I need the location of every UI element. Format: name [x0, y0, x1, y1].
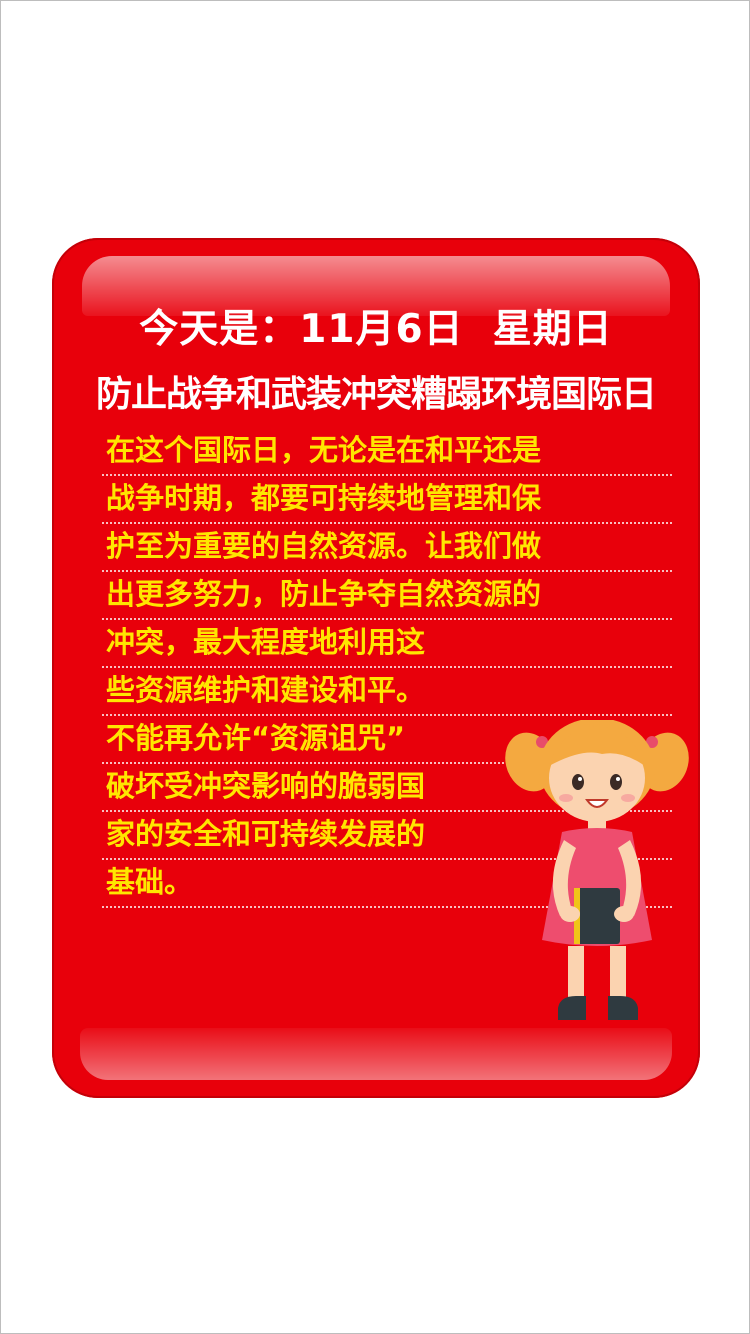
body-line: 破坏受冲突影响的脆弱国: [102, 764, 672, 812]
info-card: 今天是：11月6日 星期日 防止战争和武装冲突糟蹋环境国际日 在这个国际日，无论…: [52, 238, 700, 1098]
day-title: 防止战争和武装冲突糟蹋环境国际日: [95, 374, 657, 415]
body-line: 基础。: [102, 860, 672, 908]
body-line: 不能再允许“资源诅咒”: [102, 716, 672, 764]
body-text: 在这个国际日，无论是在和平还是 战争时期，都要可持续地管理和保 护至为重要的自然…: [102, 428, 672, 908]
body-line: 护至为重要的自然资源。让我们做: [102, 524, 672, 572]
card-bottom-gloss: [80, 1028, 672, 1080]
body-line: 冲突，最大程度地利用这: [102, 620, 672, 668]
body-line: 战争时期，都要可持续地管理和保: [102, 476, 672, 524]
date-line: 今天是：11月6日 星期日: [139, 307, 613, 352]
girl-holding-book-icon: [505, 720, 689, 1020]
body-line: 些资源维护和建设和平。: [102, 668, 672, 716]
body-line: 在这个国际日，无论是在和平还是: [102, 428, 672, 476]
card-top-gloss: [82, 256, 670, 316]
body-line: 家的安全和可持续发展的: [102, 812, 672, 860]
body-line: 出更多努力，防止争夺自然资源的: [102, 572, 672, 620]
